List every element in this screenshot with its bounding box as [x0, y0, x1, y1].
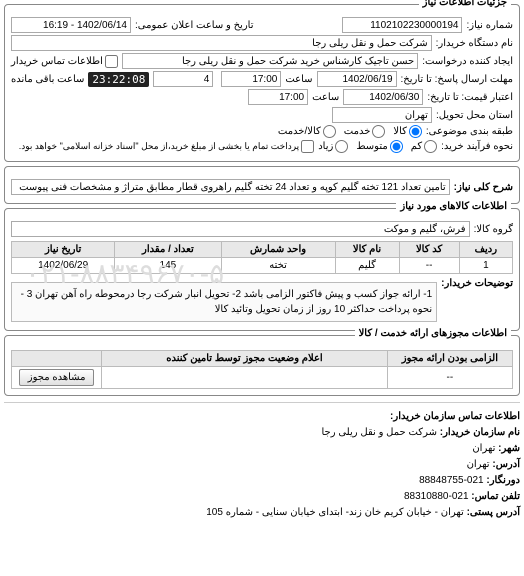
- validity-label: اعتبار قیمت: تا تاریخ:: [427, 92, 513, 103]
- goods-panel-title: اطلاعات کالاهای مورد نیاز: [396, 201, 511, 212]
- th-radif: ردیف: [459, 242, 512, 258]
- place-field: تهران: [332, 107, 432, 123]
- cell-code: --: [399, 258, 459, 274]
- desc-field: تامین تعداد 121 تخته گلیم کوپه و تعداد 2…: [11, 179, 450, 195]
- countdown-timer: 23:22:08: [88, 72, 149, 87]
- place-label: استان محل تحویل:: [436, 110, 513, 121]
- l-post: آدرس پستی:: [467, 507, 520, 518]
- pubdate-label: تاریخ و ساعت اعلان عمومی:: [135, 20, 254, 31]
- pay-radio-group: کم متوسط زیاد: [318, 140, 437, 153]
- cell-date: 1402/06/29: [12, 258, 115, 274]
- l-fax: دورنگار:: [486, 475, 520, 486]
- cell-radif: 1: [459, 258, 512, 274]
- permits-cell-left: [102, 367, 388, 389]
- contact-header: اطلاعات تماس سازمان خریدار:: [4, 409, 520, 425]
- th-qty: تعداد / مقدار: [115, 242, 221, 258]
- need-details-panel: جزئیات اطلاعات نیاز شماره نیاز: 11021022…: [4, 4, 520, 162]
- contact-checkbox-label: اطلاعات تماس خریدار: [11, 56, 103, 67]
- table-row[interactable]: 1 -- گلیم تخته 145 1402/06/29: [12, 258, 513, 274]
- budget-label: طبقه بندی موضوعی:: [426, 126, 513, 137]
- requester-label: ایجاد کننده درخواست:: [422, 56, 513, 67]
- v-address: تهران: [467, 459, 490, 470]
- radio-low[interactable]: کم: [411, 140, 437, 153]
- deadline-date: 1402/06/19: [317, 71, 397, 87]
- panel-title: جزئیات اطلاعات نیاز: [419, 0, 511, 8]
- radio-kalakhadamat[interactable]: کالا/خدمت: [278, 125, 336, 138]
- remain-days: 4: [153, 71, 213, 87]
- contact-block: اطلاعات تماس سازمان خریدار: نام سازمان خ…: [4, 409, 520, 521]
- v-city: تهران: [472, 443, 495, 454]
- radio-khadamat[interactable]: خدمت: [344, 125, 386, 138]
- saat-label-2: ساعت: [312, 92, 339, 103]
- pay-note: پرداخت تمام یا بخشی از مبلغ خرید،از محل …: [19, 141, 299, 152]
- th-unit: واحد شمارش: [221, 242, 335, 258]
- permits-panel: اطلاعات مجوزهای ارائه خدمت / کالا الزامی…: [4, 335, 520, 396]
- buyer-note-label: توضیحات خریدار:: [441, 278, 513, 289]
- pay-label: نحوه فرآیند خرید:: [441, 141, 513, 152]
- contact-checkbox[interactable]: اطلاعات تماس خریدار: [11, 55, 118, 68]
- validity-time: 17:00: [248, 89, 308, 105]
- group-label: گروه کالا:: [474, 224, 513, 235]
- validity-date: 1402/06/30: [343, 89, 423, 105]
- reqno-field: 1102102230000194: [342, 17, 462, 33]
- v-name: شرکت حمل و نقل ریلی رجا: [322, 427, 437, 438]
- view-permit-button[interactable]: مشاهده مجوز: [19, 369, 95, 386]
- radio-kala[interactable]: کالا: [393, 125, 422, 138]
- reqno-label: شماره نیاز:: [466, 20, 513, 31]
- th-date: تاریخ نیاز: [12, 242, 115, 258]
- goods-panel: اطلاعات کالاهای مورد نیاز گروه کالا: فرش…: [4, 208, 520, 331]
- desc-label: شرح کلی نیاز:: [454, 182, 513, 193]
- permits-th-right: الزامی بودن ارائه مجوز: [387, 351, 512, 367]
- l-tel: تلفن تماس:: [471, 491, 520, 502]
- desc-panel: شرح کلی نیاز: تامین تعداد 121 تخته گلیم …: [4, 166, 520, 204]
- type-radio-group: کالا خدمت کالا/خدمت: [278, 125, 422, 138]
- l-city: شهر:: [498, 443, 520, 454]
- permits-table: الزامی بودن ارائه مجوز اعلام وضعیت مجوز …: [11, 350, 513, 389]
- requester-field: حسن تاجیک کارشناس خرید شرکت حمل و نقل ری…: [122, 53, 418, 69]
- buyer-field: شرکت حمل و نقل ریلی رجا: [11, 35, 432, 51]
- radio-mid[interactable]: متوسط: [356, 140, 402, 153]
- permits-cell-right: --: [387, 367, 512, 389]
- permits-th-left: اعلام وضعیت مجوز توسط تامین کننده: [102, 351, 388, 367]
- th-name: نام کالا: [335, 242, 399, 258]
- table-row: -- مشاهده مجوز: [12, 367, 513, 389]
- pay-note-checkbox[interactable]: پرداخت تمام یا بخشی از مبلغ خرید،از محل …: [19, 140, 314, 153]
- th-code: کد کالا: [399, 242, 459, 258]
- deadline-label: مهلت ارسال پاسخ: تا تاریخ:: [401, 74, 513, 85]
- buyer-label: نام دستگاه خریدار:: [436, 38, 513, 49]
- cell-qty: 145: [115, 258, 221, 274]
- goods-table: ردیف کد کالا نام کالا واحد شمارش تعداد /…: [11, 241, 513, 274]
- cell-name: گلیم: [335, 258, 399, 274]
- l-name: نام سازمان خریدار:: [440, 427, 520, 438]
- buyer-note: 1- ارائه جواز کسب و پیش فاکتور الزامی با…: [11, 282, 437, 322]
- radio-high[interactable]: زیاد: [318, 140, 348, 153]
- v-post: تهران - خیابان کریم خان زند- ابتدای خیاب…: [206, 507, 464, 518]
- v-tel: 021-88310880: [404, 491, 469, 502]
- l-address: آدرس:: [492, 459, 520, 470]
- deadline-time: 17:00: [221, 71, 281, 87]
- v-fax: 021-88848755: [419, 475, 484, 486]
- cell-unit: تخته: [221, 258, 335, 274]
- remain-label: ساعت باقی مانده: [11, 74, 84, 85]
- permits-title: اطلاعات مجوزهای ارائه خدمت / کالا: [355, 328, 511, 339]
- saat-label-1: ساعت: [285, 74, 312, 85]
- group-field: فرش، گلیم و موکت: [11, 221, 470, 237]
- pubdate-field: 1402/06/14 - 16:19: [11, 17, 131, 33]
